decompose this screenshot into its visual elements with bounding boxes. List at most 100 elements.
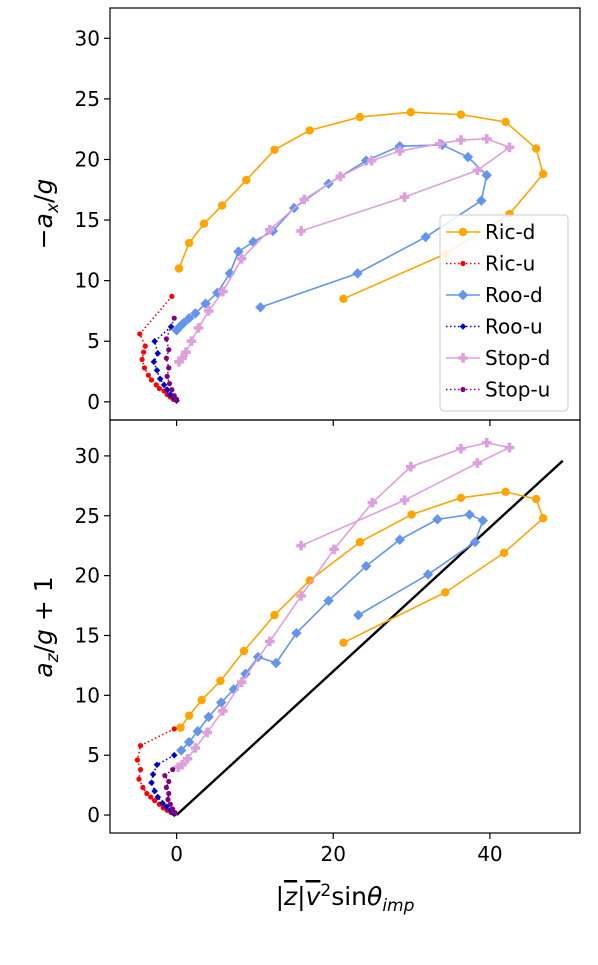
data-point [394, 534, 406, 545]
data-point [472, 458, 483, 468]
top-panel: 0 5 10 15 20 25 30 −ax/g [29, 7, 581, 426]
data-point [193, 323, 204, 333]
data-point [481, 134, 492, 144]
data-point [434, 138, 445, 149]
data-point [134, 757, 141, 763]
data-point [477, 515, 489, 526]
plot-area [134, 437, 564, 818]
data-point [296, 591, 306, 601]
data-point [406, 108, 415, 117]
data-point [296, 226, 306, 236]
legend-label: Ric-u [485, 252, 535, 276]
data-point [218, 286, 228, 297]
data-point [190, 308, 201, 319]
data-point [217, 201, 227, 210]
data-point [472, 165, 483, 176]
series-stop-d [173, 437, 515, 772]
x-tick-label: 20 [321, 842, 346, 866]
data-point [151, 787, 158, 795]
legend-label: Stop-u [485, 378, 550, 402]
data-point [499, 548, 509, 558]
x-tick-label: 40 [477, 842, 502, 866]
data-point [420, 231, 431, 243]
data-point [137, 331, 143, 337]
data-point [150, 358, 158, 366]
data-point [270, 145, 279, 154]
y-tick-label: 15 [75, 623, 100, 647]
data-point [476, 195, 487, 206]
legend-marker [459, 323, 467, 330]
data-point [190, 743, 201, 753]
legend: Ric-d Ric-u Roo-d Roo-u Stop-d Stop-u [439, 214, 569, 412]
data-point [395, 146, 405, 156]
data-point [456, 443, 466, 454]
legend-label: Ric-d [485, 220, 535, 244]
data-point [139, 356, 145, 363]
data-point [156, 375, 164, 383]
data-point [399, 192, 410, 202]
data-point [531, 144, 541, 153]
data-point [154, 793, 162, 801]
series-line [177, 441, 511, 768]
data-point [141, 365, 148, 371]
legend-entry: Roo-d [446, 283, 543, 307]
y-tick-label: 25 [75, 504, 100, 528]
data-point [407, 510, 416, 519]
data-point [153, 382, 159, 388]
y-tick-label: 5 [87, 743, 100, 767]
series-line [179, 491, 544, 729]
data-point [406, 461, 416, 472]
data-point [166, 365, 172, 371]
data-point [166, 381, 173, 387]
data-point [236, 677, 247, 687]
legend-marker [458, 227, 468, 237]
data-point [166, 347, 172, 353]
data-point [270, 657, 282, 669]
data-point [239, 646, 249, 656]
data-point [171, 315, 177, 321]
data-point [156, 385, 162, 392]
data-point [203, 711, 214, 723]
data-point [148, 794, 154, 800]
legend-label: Roo-d [485, 283, 543, 307]
data-point [164, 373, 170, 379]
data-point [163, 784, 169, 791]
data-point [360, 155, 372, 166]
legend-box [439, 214, 569, 412]
data-point [456, 110, 466, 119]
data-point [335, 171, 346, 182]
y-axis-label: −ax/g [29, 179, 63, 250]
data-point [218, 706, 228, 716]
legend-entry: Stop-u [446, 378, 550, 402]
data-point [141, 349, 147, 355]
data-point [469, 536, 481, 548]
data-point [394, 140, 406, 152]
y-tick-label: 25 [75, 87, 100, 111]
data-point [504, 442, 515, 453]
series-line [178, 111, 544, 300]
data-point [203, 306, 214, 316]
data-point [291, 627, 302, 639]
data-point [299, 194, 310, 205]
data-point [456, 493, 466, 503]
y-tick-label: 15 [75, 208, 100, 232]
series-line [165, 317, 178, 400]
data-point [240, 668, 251, 679]
data-point [441, 588, 450, 597]
legend-entry: Stop-d [446, 346, 550, 370]
data-point [183, 313, 195, 324]
data-point [177, 759, 187, 770]
data-point [422, 569, 434, 580]
data-point [216, 697, 227, 708]
y-tick-label: 5 [87, 329, 100, 353]
data-point [148, 377, 155, 383]
data-point [142, 343, 148, 349]
data-point [163, 355, 169, 361]
legend-marker [457, 289, 469, 301]
data-point [170, 751, 178, 759]
series-ric-d [174, 108, 548, 304]
data-point [163, 386, 171, 394]
data-point [177, 353, 187, 363]
data-point [184, 238, 194, 248]
